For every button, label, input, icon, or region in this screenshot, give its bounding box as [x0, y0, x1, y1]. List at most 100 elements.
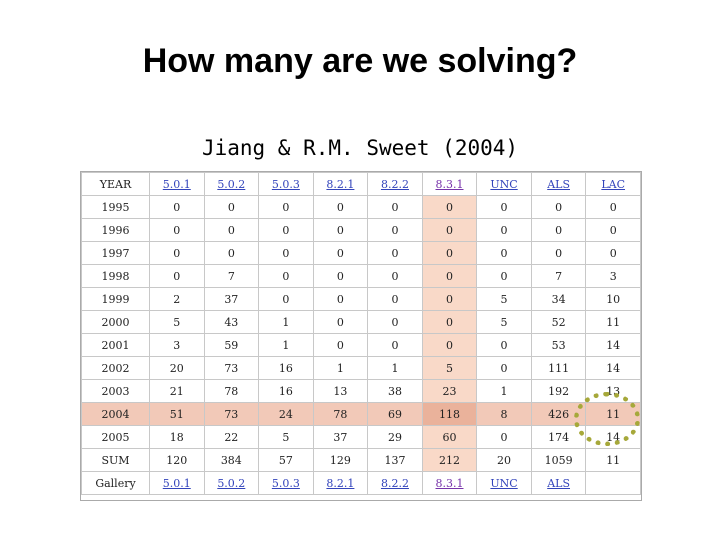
- cell-822: 0: [367, 287, 423, 311]
- cell-831: 8.3.1: [421, 172, 478, 196]
- cell-als: 0: [530, 218, 587, 242]
- cell-502: 5.0.2: [203, 172, 260, 196]
- cell-502: 0: [203, 218, 260, 242]
- cell-lac: 0: [585, 195, 641, 219]
- link-lac[interactable]: LAC: [601, 177, 626, 191]
- table-row: 2005 18 22 5 37 29 60 0 174 14: [81, 425, 641, 449]
- cell-831: 0: [421, 195, 478, 219]
- data-table-container: YEAR 5.0.1 5.0.2 5.0.3 8.2.1 8.2.2 8.3.1 UNC ALS…: [80, 171, 642, 501]
- cell-als: 111: [530, 356, 587, 380]
- cell-unc: UNC: [476, 172, 532, 196]
- slide-title: How many are we solving?: [142, 42, 578, 80]
- link-822[interactable]: 8.2.2: [380, 476, 409, 490]
- link-503[interactable]: 5.0.3: [271, 476, 300, 490]
- cell-501: 0: [149, 264, 205, 288]
- table-row: 2001 3 59 1 0 0 0 0 53 14: [81, 333, 641, 357]
- cell-year: YEAR: [81, 172, 150, 196]
- link-als[interactable]: ALS: [547, 476, 570, 490]
- cell-als: 34: [530, 287, 587, 311]
- table-header-row: YEAR 5.0.1 5.0.2 5.0.3 8.2.1 8.2.2 8.3.1 UNC ALS…: [81, 172, 641, 196]
- cell-lac: 11: [585, 310, 641, 334]
- cell-822: 137: [367, 448, 423, 472]
- cell-unc: UNC: [476, 471, 532, 495]
- cell-831: 5: [421, 356, 478, 380]
- table-row: 2004 51 73 24 78 69 118 8 426 11: [81, 402, 641, 426]
- link-unc[interactable]: UNC: [490, 476, 518, 490]
- cell-unc: 0: [476, 195, 532, 219]
- cell-als: 0: [530, 241, 587, 265]
- cell-503: 0: [258, 195, 314, 219]
- cell-501: 18: [149, 425, 205, 449]
- cell-502: 0: [203, 195, 260, 219]
- cell-als: 1059: [530, 448, 587, 472]
- cell-831: 23: [421, 379, 478, 403]
- link-501[interactable]: 5.0.1: [162, 177, 191, 191]
- link-822[interactable]: 8.2.2: [380, 177, 409, 191]
- cell-501: 120: [149, 448, 205, 472]
- cell-502: 0: [203, 241, 260, 265]
- cell-year: Gallery: [81, 471, 150, 495]
- table-row: SUM 120 384 57 129 137 212 20 1059 11: [81, 448, 641, 472]
- cell-821: 0: [312, 241, 369, 265]
- cell-unc: 5: [476, 287, 532, 311]
- link-821[interactable]: 8.2.1: [326, 476, 355, 490]
- cell-503: 5.0.3: [258, 172, 314, 196]
- cell-lac: 0: [585, 241, 641, 265]
- cell-822: 0: [367, 310, 423, 334]
- cell-501: 5.0.1: [149, 471, 205, 495]
- cell-unc: 0: [476, 218, 532, 242]
- link-502[interactable]: 5.0.2: [217, 476, 246, 490]
- cell-822: 8.2.2: [367, 471, 423, 495]
- cell-822: 0: [367, 241, 423, 265]
- cell-501: 0: [149, 218, 205, 242]
- cell-501: 5.0.1: [149, 172, 205, 196]
- cell-unc: 0: [476, 241, 532, 265]
- cell-lac: 14: [585, 356, 641, 380]
- cell-unc: 0: [476, 356, 532, 380]
- cell-502: 22: [203, 425, 260, 449]
- link-503[interactable]: 5.0.3: [271, 177, 300, 191]
- cell-503: 5.0.3: [258, 471, 314, 495]
- cell-year: 1997: [81, 241, 150, 265]
- cell-502: 384: [203, 448, 260, 472]
- cell-831: 212: [421, 448, 478, 472]
- cell-year: 1996: [81, 218, 150, 242]
- link-821[interactable]: 8.2.1: [326, 177, 355, 191]
- cell-821: 13: [312, 379, 369, 403]
- cell-year: 2004: [81, 402, 150, 426]
- cell-503: 1: [258, 310, 314, 334]
- cell-502: 73: [203, 402, 260, 426]
- cell-821: 1: [312, 356, 369, 380]
- cell-831: 0: [421, 333, 478, 357]
- cell-821: 8.2.1: [312, 471, 369, 495]
- cell-503: 0: [258, 241, 314, 265]
- cell-unc: 8: [476, 402, 532, 426]
- cell-unc: 0: [476, 264, 532, 288]
- cell-503: 0: [258, 218, 314, 242]
- link-831[interactable]: 8.3.1: [435, 177, 464, 191]
- cell-unc: 1: [476, 379, 532, 403]
- cell-501: 3: [149, 333, 205, 357]
- circle-annotation: [574, 392, 640, 446]
- cell-503: 24: [258, 402, 314, 426]
- cell-821: 0: [312, 287, 369, 311]
- cell-831: 60: [421, 425, 478, 449]
- link-831[interactable]: 8.3.1: [435, 476, 464, 490]
- table-row: 1998 0 7 0 0 0 0 0 7 3: [81, 264, 641, 288]
- cell-als: 53: [530, 333, 587, 357]
- slide-subtitle: Jiang & R.M. Sweet (2004): [201, 136, 519, 160]
- cell-831: 0: [421, 287, 478, 311]
- link-501[interactable]: 5.0.1: [162, 476, 191, 490]
- beamline-table: YEAR 5.0.1 5.0.2 5.0.3 8.2.1 8.2.2 8.3.1 UNC ALS…: [81, 172, 641, 495]
- cell-822: 0: [367, 218, 423, 242]
- cell-unc: 20: [476, 448, 532, 472]
- link-502[interactable]: 5.0.2: [217, 177, 246, 191]
- cell-821: 0: [312, 310, 369, 334]
- cell-unc: 0: [476, 333, 532, 357]
- cell-year: 2000: [81, 310, 150, 334]
- cell-501: 21: [149, 379, 205, 403]
- link-als[interactable]: ALS: [547, 177, 570, 191]
- cell-822: 0: [367, 264, 423, 288]
- cell-503: 16: [258, 356, 314, 380]
- link-unc[interactable]: UNC: [490, 177, 518, 191]
